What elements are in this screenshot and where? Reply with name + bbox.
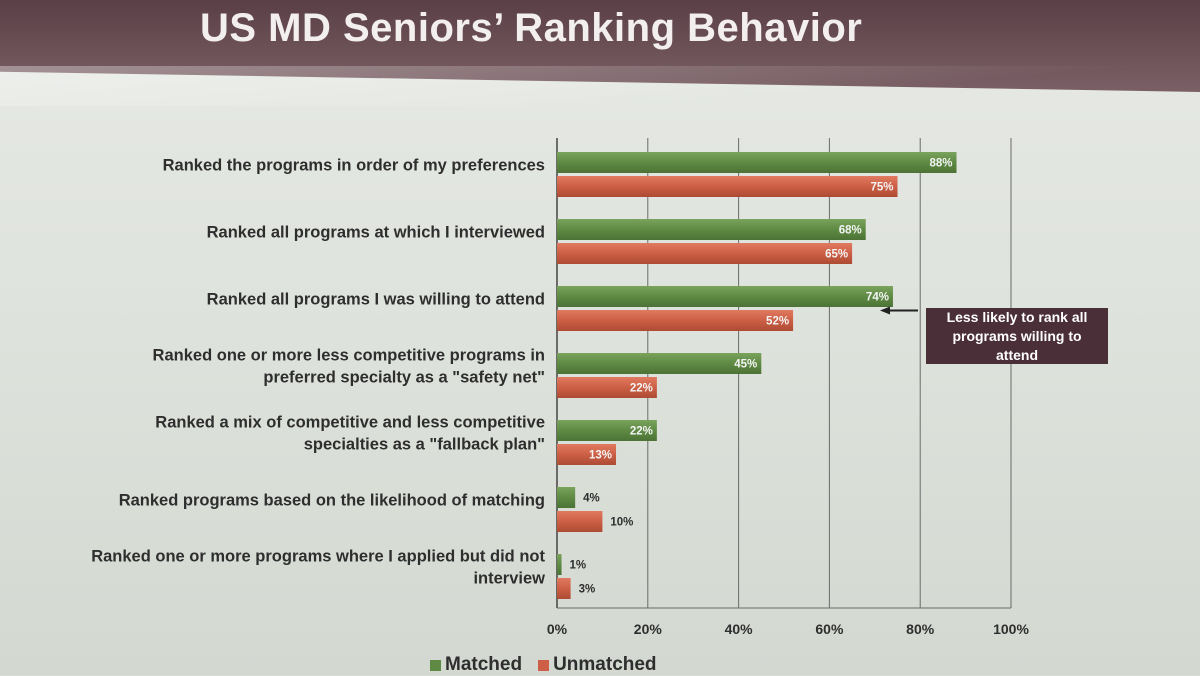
data-label-unmatched: 75% — [870, 182, 893, 194]
bar-matched — [557, 152, 957, 173]
data-label-unmatched: 3% — [579, 584, 596, 596]
x-tick-label: 40% — [725, 621, 754, 637]
data-label-unmatched: 10% — [610, 517, 633, 529]
data-label-matched: 1% — [570, 560, 587, 572]
x-tick-label: 20% — [634, 621, 663, 637]
category-label: Ranked one or more less competitive prog… — [153, 347, 545, 365]
data-label-matched: 88% — [929, 158, 952, 170]
legend-label-unmatched: Unmatched — [553, 654, 657, 675]
category-label: Ranked one or more programs where I appl… — [91, 548, 545, 566]
x-tick-label: 100% — [993, 621, 1029, 637]
data-label-matched: 4% — [583, 493, 600, 505]
callout-arrow-icon — [880, 306, 890, 315]
bar-unmatched — [557, 444, 617, 465]
category-label: interview — [473, 570, 545, 588]
bar-matched — [557, 353, 762, 374]
legend-item-unmatched: Unmatched — [538, 654, 657, 676]
callout-text-line2: programs willing to attend — [952, 327, 1082, 363]
data-label-unmatched: 13% — [589, 450, 612, 462]
category-label: specialties as a "fallback plan" — [304, 436, 545, 454]
data-label-matched: 22% — [630, 426, 653, 438]
category-label: Ranked all programs at which I interview… — [207, 224, 545, 242]
category-label: Ranked the programs in order of my prefe… — [163, 157, 545, 175]
bar-matched — [557, 219, 866, 240]
data-label-unmatched: 65% — [825, 249, 848, 261]
chart-legend: Matched Unmatched — [430, 654, 657, 676]
bar-unmatched — [557, 176, 898, 197]
category-label: Ranked all programs I was willing to att… — [207, 291, 545, 309]
bar-matched — [557, 420, 657, 441]
bar-matched — [557, 554, 562, 575]
bar-unmatched — [557, 511, 603, 532]
callout-text-line1: Less likely to rank all — [946, 308, 1088, 325]
slide-title: US MD Seniors’ Ranking Behavior — [200, 6, 863, 50]
data-label-unmatched: 22% — [630, 383, 653, 395]
callout-box: Less likely to rank all programs willing… — [926, 308, 1108, 364]
data-label-matched: 74% — [866, 292, 889, 304]
data-label-unmatched: 52% — [766, 316, 789, 328]
x-tick-label: 80% — [906, 621, 935, 637]
bar-unmatched — [557, 310, 794, 331]
category-label: preferred specialty as a "safety net" — [263, 369, 545, 387]
bar-matched — [557, 487, 576, 508]
category-label: Ranked a mix of competitive and less com… — [155, 414, 545, 432]
legend-label-matched: Matched — [445, 654, 523, 675]
bar-matched — [557, 286, 893, 307]
bar-unmatched — [557, 243, 853, 264]
x-tick-label: 0% — [547, 621, 568, 637]
legend-swatch-unmatched — [538, 659, 550, 671]
bar-unmatched — [557, 377, 657, 398]
bar-unmatched — [557, 578, 571, 599]
category-label: Ranked programs based on the likelihood … — [119, 492, 545, 510]
data-label-matched: 68% — [839, 225, 862, 237]
x-tick-label: 60% — [815, 621, 844, 637]
data-label-matched: 45% — [734, 359, 757, 371]
legend-item-matched: Matched — [430, 654, 522, 676]
legend-swatch-matched — [430, 659, 441, 671]
